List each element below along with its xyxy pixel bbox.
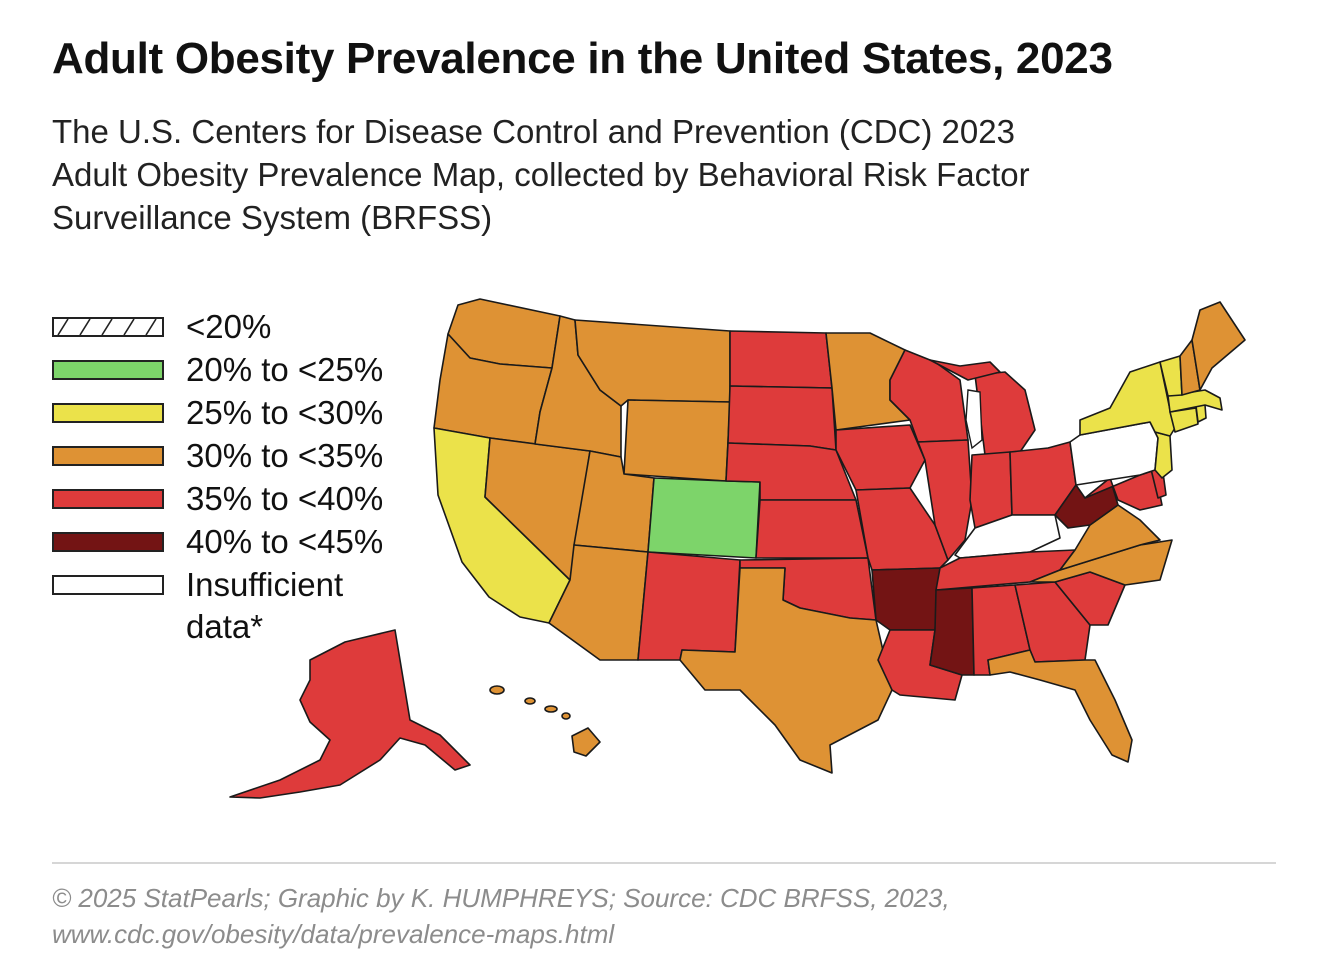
- lake-michigan: [965, 389, 983, 450]
- legend-swatch: [52, 489, 164, 509]
- legend-label: 25% to <30%: [186, 394, 384, 431]
- state-hawaii: [571, 727, 601, 757]
- legend-item-30-35: 30% to <35%: [52, 437, 432, 481]
- state-hawaii-islet: [561, 712, 571, 720]
- state-michigan-up: [929, 359, 1001, 381]
- state-michigan: [974, 371, 1036, 456]
- state-rhode-island: [1195, 404, 1207, 423]
- state-virginia: [1059, 504, 1161, 571]
- state-illinois: [917, 439, 973, 561]
- state-arkansas: [871, 567, 941, 631]
- state-kansas: [755, 499, 869, 559]
- subtitle-line: The U.S. Centers for Disease Control and…: [52, 113, 1015, 150]
- legend-label: 40% to <45%: [186, 523, 384, 560]
- legend-swatch-hatch: [52, 317, 164, 337]
- legend-swatch: [52, 360, 164, 380]
- legend-item-20-25: 20% to <25%: [52, 351, 432, 395]
- us-map: [229, 298, 1246, 799]
- legend-item-insufficient: Insufficient data*: [52, 566, 432, 660]
- state-florida: [987, 649, 1133, 763]
- state-texas: [679, 567, 893, 774]
- state-south-dakota: [727, 385, 837, 451]
- chart-subtitle: The U.S. Centers for Disease Control and…: [52, 110, 1152, 239]
- legend-label: Insufficient: [186, 566, 344, 603]
- state-new-jersey: [1154, 431, 1173, 479]
- state-new-mexico: [637, 551, 741, 661]
- state-alaska: [229, 629, 471, 799]
- legend-item-35-40: 35% to <40%: [52, 480, 432, 524]
- legend-label: <20%: [186, 308, 272, 345]
- footer-line: © 2025 StatPearls; Graphic by K. HUMPHRE…: [52, 883, 950, 913]
- subtitle-line: Adult Obesity Prevalence Map, collected …: [52, 156, 1030, 193]
- state-iowa: [835, 424, 926, 491]
- state-north-dakota: [729, 330, 833, 389]
- legend-swatch: [52, 446, 164, 466]
- state-missouri: [855, 487, 949, 571]
- state-maine: [1191, 301, 1246, 391]
- legend-label: data*: [186, 608, 264, 645]
- subtitle-line: Surveillance System (BRFSS): [52, 199, 493, 236]
- legend-swatch: [52, 403, 164, 423]
- state-hawaii-islet: [489, 685, 505, 695]
- state-wyoming: [623, 399, 731, 482]
- state-colorado: [647, 477, 761, 559]
- footer-line: www.cdc.gov/obesity/data/prevalence-maps…: [52, 919, 615, 949]
- legend-swatch: [52, 575, 164, 595]
- legend-swatch: [52, 532, 164, 552]
- legend-item-under-20: <20%: [52, 308, 432, 352]
- state-new-york: [1079, 361, 1176, 437]
- legend-label: 30% to <35%: [186, 437, 384, 474]
- state-hawaii-islet: [524, 697, 536, 705]
- state-hawaii-islet: [544, 705, 558, 713]
- footer-source: © 2025 StatPearls; Graphic by K. HUMPHRE…: [52, 880, 950, 952]
- state-mississippi: [929, 587, 975, 676]
- legend-item-25-30: 25% to <30%: [52, 394, 432, 438]
- legend-label: 20% to <25%: [186, 351, 384, 388]
- chart-title: Adult Obesity Prevalence in the United S…: [52, 34, 1113, 83]
- footer-divider: [52, 862, 1276, 864]
- legend-label: 35% to <40%: [186, 480, 384, 517]
- legend-item-40-45: 40% to <45%: [52, 523, 432, 567]
